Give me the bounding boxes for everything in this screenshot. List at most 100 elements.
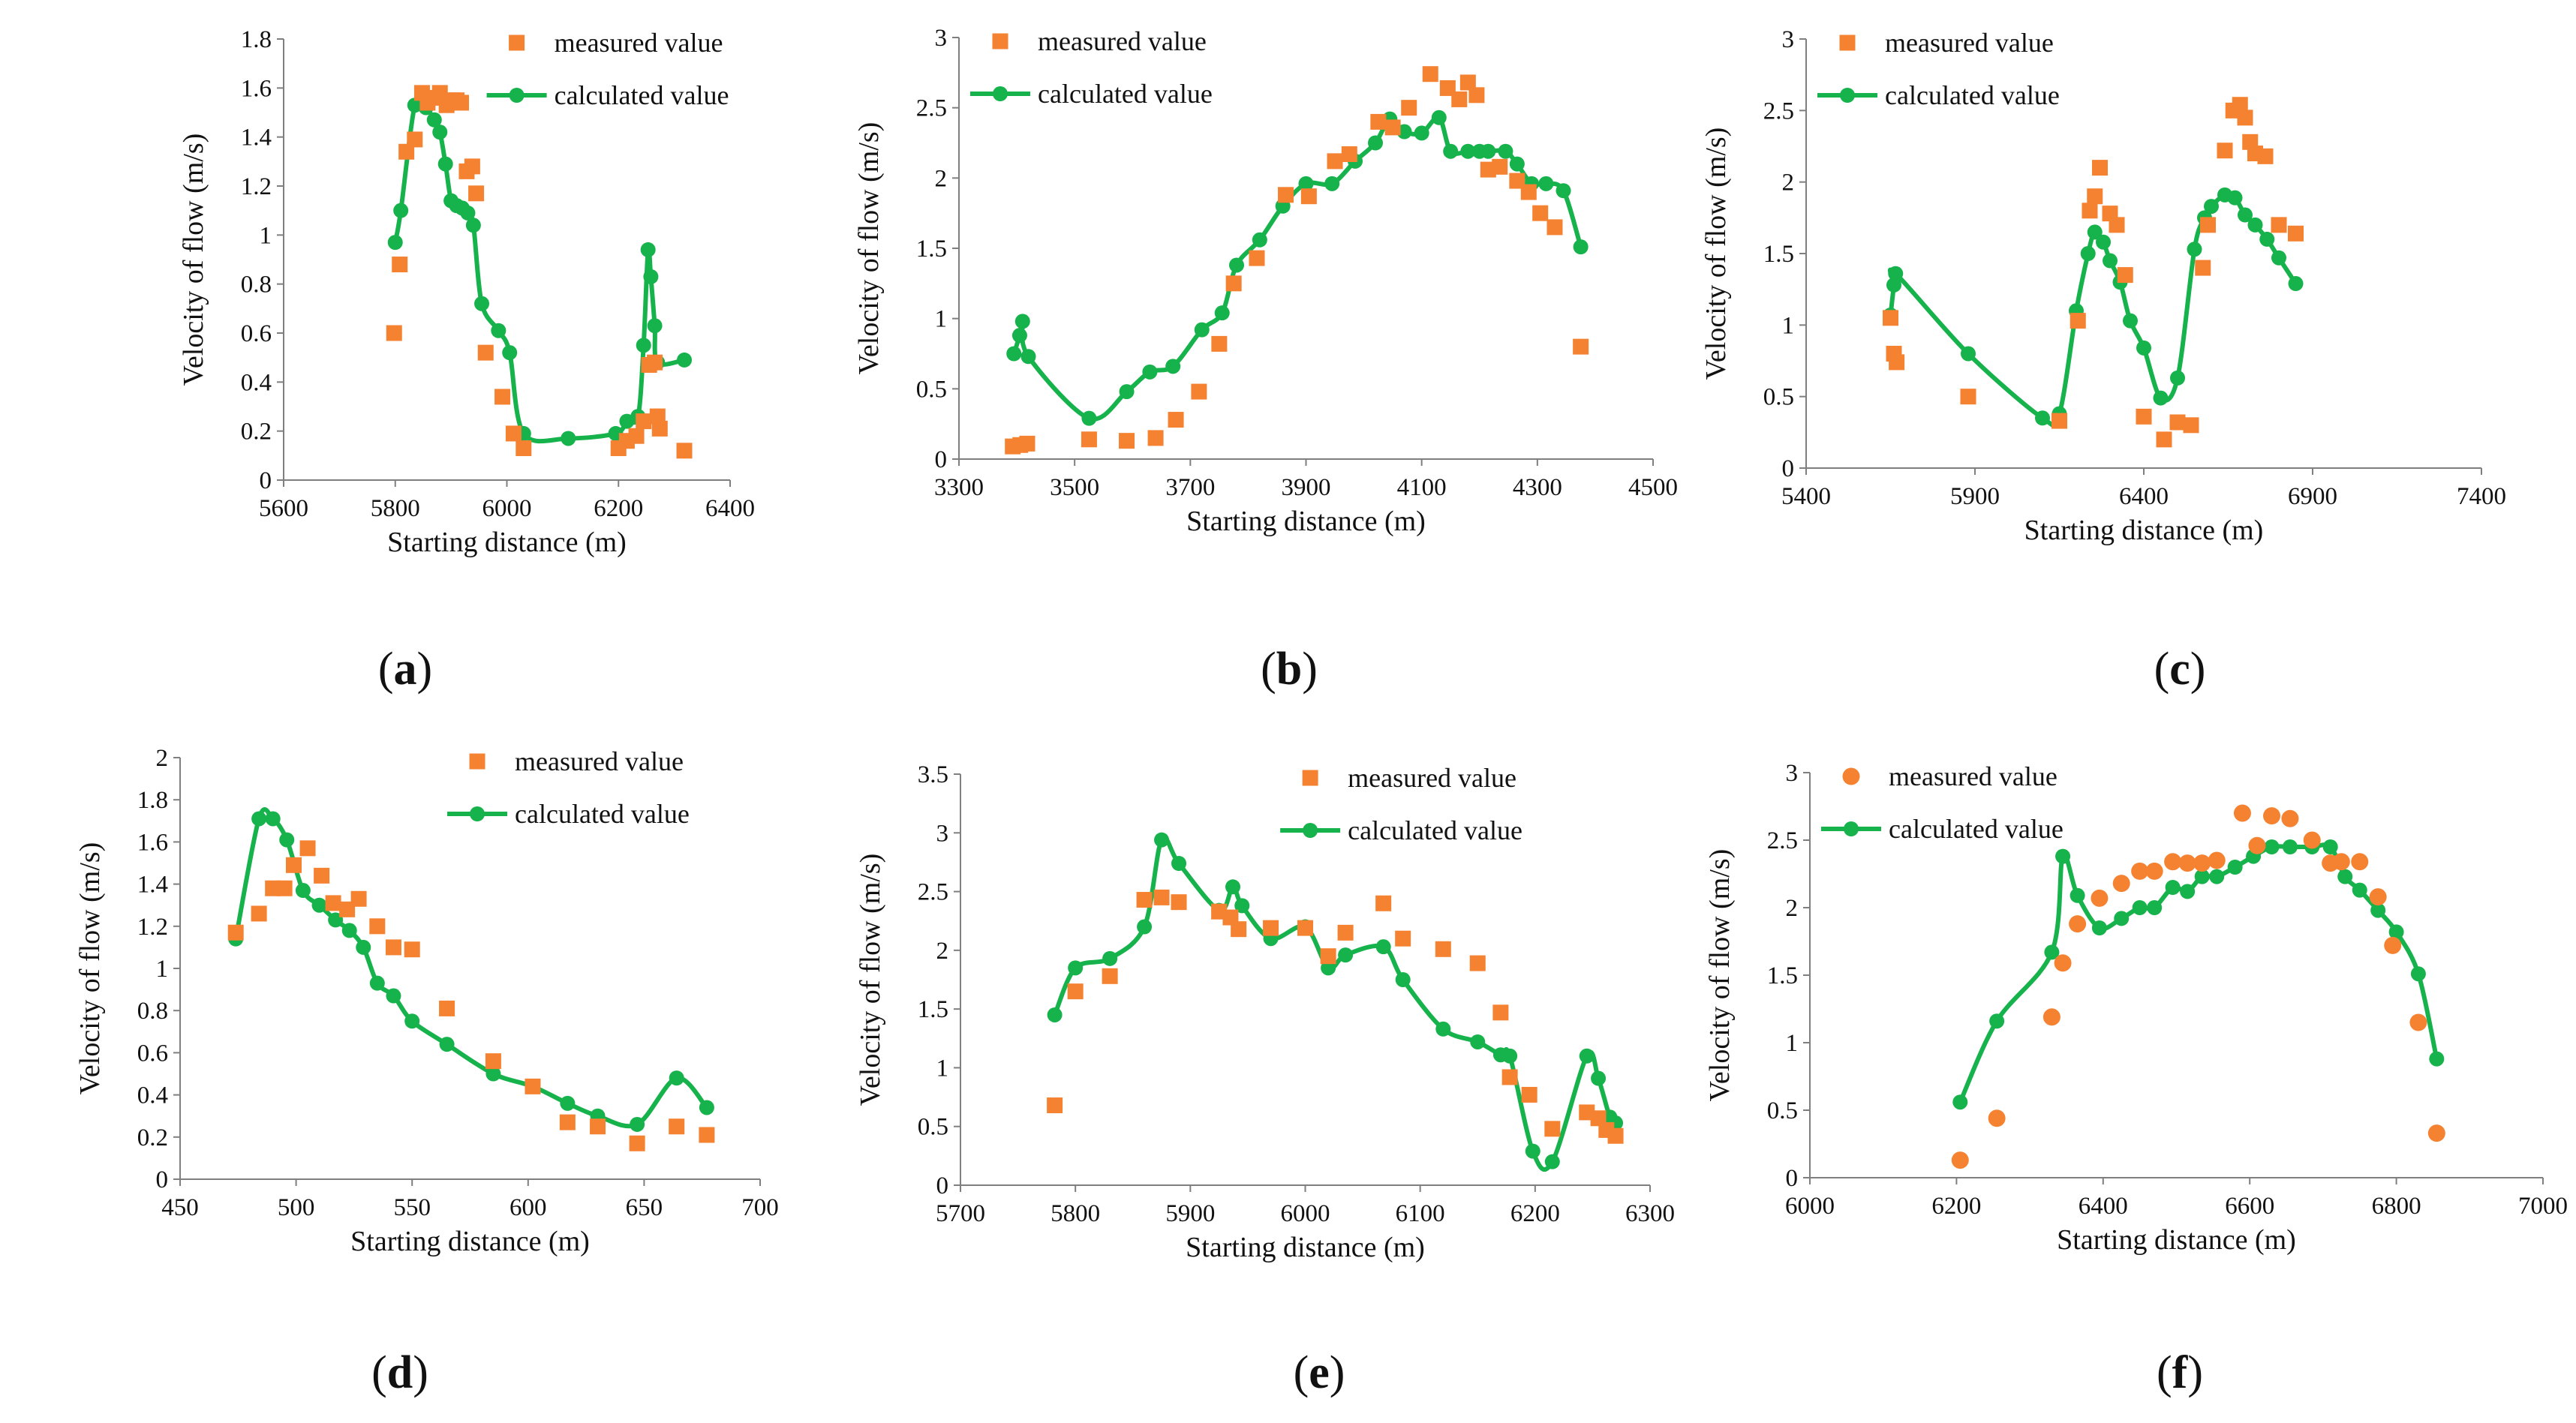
x-axis-label: Starting distance (m) <box>1186 1232 1425 1263</box>
x-tick-label: 6000 <box>482 495 532 522</box>
measured-point <box>1988 1109 2006 1127</box>
y-axis-label: Velocity of flow (m/s) <box>74 842 106 1095</box>
chart-panel-f: 0 0.5 1 1.5 2 2.5 3 6000 6200 6400 6600 6800 7000 Sta… <box>1704 760 2568 1398</box>
measured-point <box>2257 148 2274 164</box>
measured-point <box>1147 430 1164 446</box>
panel-label: (b) <box>1261 644 1318 695</box>
panel-letter: d <box>387 1347 413 1398</box>
y-tick-label: 0.4 <box>137 1082 168 1109</box>
calculated-point <box>1460 143 1476 159</box>
y-tick-label: 0 <box>936 1172 949 1199</box>
y-tick-label: 2 <box>935 165 948 192</box>
measured-point <box>2193 854 2211 872</box>
calculated-point <box>407 98 422 113</box>
legend-measured-label: measured value <box>515 746 684 776</box>
calculated-point <box>636 338 651 353</box>
measured-point <box>2427 1124 2445 1142</box>
x-tick-label: 7000 <box>2518 1193 2568 1220</box>
measured-point <box>1492 1004 1509 1021</box>
y-axis-label: Velocity of flow (m/s) <box>178 134 209 386</box>
calculated-point <box>1375 939 1391 955</box>
measured-point <box>2237 110 2253 126</box>
measured-point <box>1573 338 1589 355</box>
calculated-point <box>356 939 371 955</box>
y-tick-label: 0.2 <box>241 419 272 446</box>
measured-point <box>2233 804 2251 822</box>
y-tick-label: 0.5 <box>916 376 947 403</box>
measured-point <box>647 354 663 371</box>
panel-letter: a <box>394 644 417 695</box>
x-tick-label: 5400 <box>1781 483 1831 510</box>
calculated-point <box>2264 839 2280 854</box>
calculated-point <box>2322 839 2338 854</box>
y-tick-label: 3.5 <box>918 761 948 788</box>
calculated-point <box>669 1070 684 1086</box>
y-tick-label: 0.5 <box>1767 1097 1798 1124</box>
calculated-point <box>2103 253 2118 269</box>
calculated-point <box>474 296 490 311</box>
calculated-point <box>1229 257 1244 273</box>
x-tick-label: 4300 <box>1513 474 1562 501</box>
calculated-point <box>1431 110 1447 125</box>
y-tick-label: 0.8 <box>241 272 272 299</box>
measured-point <box>468 185 485 202</box>
x-axis-label: Starting distance (m) <box>2024 515 2264 546</box>
y-axis-label: Velocity of flow (m/s) <box>1704 849 1736 1102</box>
calculated-point <box>2288 276 2304 292</box>
x-tick-label: 500 <box>278 1194 315 1221</box>
x-tick-label: 3900 <box>1282 474 1331 501</box>
measured-point <box>1249 250 1265 266</box>
y-tick-label: 3 <box>1786 760 1799 787</box>
y-tick-label: 0.6 <box>137 1040 168 1067</box>
calculated-point <box>1509 156 1525 172</box>
measured-point <box>2351 853 2369 871</box>
calculated-point <box>2271 250 2286 266</box>
calculated-point <box>1225 879 1241 895</box>
measured-point <box>404 941 420 958</box>
calculated-point <box>1480 143 1496 159</box>
calculated-point <box>2055 848 2071 864</box>
calculated-point <box>369 975 385 991</box>
measured-point <box>649 408 666 425</box>
measured-point <box>1278 187 1294 203</box>
measured-point <box>2384 936 2402 954</box>
calculated-point <box>1068 960 1084 976</box>
measured-point <box>1168 412 1184 428</box>
legend-calculated-marker <box>993 86 1008 101</box>
calculated-point <box>2123 313 2138 329</box>
calculated-point <box>1252 232 1267 248</box>
measured-point <box>350 890 367 907</box>
calculated-point <box>2187 242 2202 257</box>
measured-point <box>1067 983 1084 1000</box>
measured-point <box>1225 275 1242 292</box>
x-tick-label: 6000 <box>1785 1193 1835 1220</box>
calculated-point <box>1888 266 1904 281</box>
chart-panel-c: 0 0.5 1 1.5 2 2.5 3 5400 5900 6400 6900 7400 Startin… <box>1700 26 2506 695</box>
x-tick-label: 4100 <box>1397 474 1447 501</box>
measured-point <box>2109 217 2125 233</box>
measured-point <box>1451 91 1468 107</box>
y-axis-label: Velocity of flow (m/s) <box>1700 128 1732 380</box>
measured-point <box>464 158 480 175</box>
x-tick-label: 600 <box>509 1194 547 1221</box>
y-tick-label: 1.2 <box>137 914 168 941</box>
calculated-point <box>2087 224 2103 240</box>
calculated-point <box>2180 884 2196 899</box>
panel-label: (d) <box>371 1347 428 1398</box>
measured-point <box>1136 892 1153 908</box>
calculated-point <box>2247 217 2263 233</box>
y-tick-label: 1 <box>935 306 948 333</box>
chart-panel-e: 0 0.5 1 1.5 2 2.5 3 3.5 5700 5800 5900 6000 6100 6200… <box>855 761 1675 1398</box>
calculated-point <box>2091 920 2107 935</box>
y-axis-label: Velocity of flow (m/s) <box>853 122 885 375</box>
measured-point <box>1395 930 1411 947</box>
calculated-point <box>2165 880 2181 895</box>
calculated-point <box>1214 305 1230 321</box>
calculated-point <box>1011 328 1027 344</box>
measured-point <box>1297 920 1313 936</box>
measured-point <box>1341 146 1357 162</box>
measured-point <box>2069 915 2087 933</box>
y-tick-label: 0 <box>1782 455 1795 482</box>
x-tick-label: 4500 <box>1628 474 1678 501</box>
calculated-point <box>251 811 267 827</box>
